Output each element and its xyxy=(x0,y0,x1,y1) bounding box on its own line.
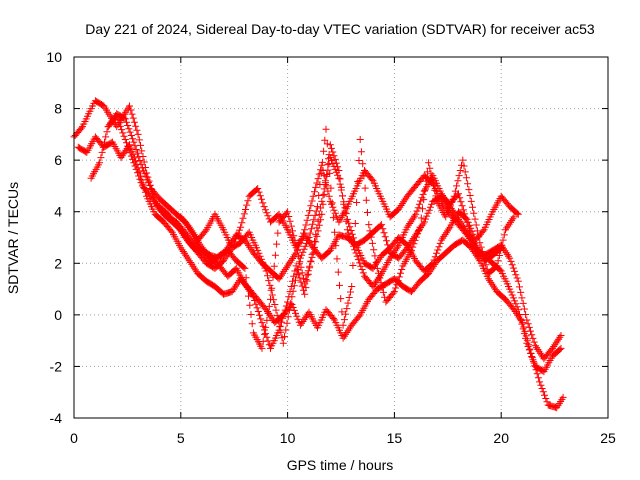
series-trace-f xyxy=(177,125,518,347)
series-markers xyxy=(74,133,567,412)
y-tick-label: 2 xyxy=(54,255,62,271)
plot-frame xyxy=(73,56,609,419)
series-markers xyxy=(177,125,518,347)
series-markers xyxy=(155,141,505,352)
chart-title: Day 221 of 2024, Sidereal Day-to-day VTE… xyxy=(85,21,595,37)
x-tick-label: 25 xyxy=(600,430,616,446)
x-tick-label: 15 xyxy=(387,430,403,446)
y-tick-label: 8 xyxy=(54,101,62,117)
y-tick-label: -4 xyxy=(50,410,63,426)
y-tick-label: 10 xyxy=(46,49,62,65)
series-trace-e xyxy=(155,141,505,352)
y-axis-label: SDTVAR / TECUs xyxy=(5,182,21,294)
x-tick-label: 0 xyxy=(70,430,78,446)
series-trace-b xyxy=(74,133,567,412)
y-tick-label: 0 xyxy=(54,307,62,323)
x-tick-label: 20 xyxy=(493,430,509,446)
x-tick-label: 10 xyxy=(280,430,296,446)
series-markers xyxy=(87,112,565,363)
y-tick-label: -2 xyxy=(50,358,63,374)
x-tick-label: 5 xyxy=(177,430,185,446)
x-axis-label: GPS time / hours xyxy=(287,457,394,473)
tick-labels: 0 5 10 15 20 25 -4 -2 0 2 4 6 8 10 xyxy=(46,49,616,446)
y-tick-label: 6 xyxy=(54,152,62,168)
series-trace-c xyxy=(87,112,565,363)
data-points xyxy=(70,97,567,412)
y-tick-label: 4 xyxy=(54,204,62,220)
axis-ticks xyxy=(73,56,609,419)
